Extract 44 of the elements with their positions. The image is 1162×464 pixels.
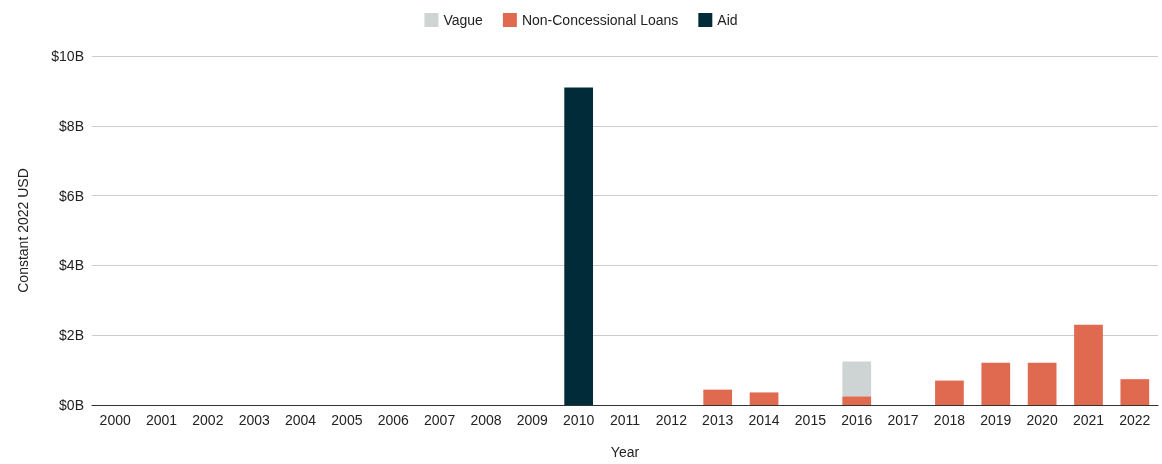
y-axis-title: Constant 2022 USD [15, 168, 31, 293]
y-tick-label: $4B [59, 257, 84, 274]
x-tick-label: 2016 [841, 412, 873, 428]
x-tick-label: 2013 [702, 412, 734, 428]
x-tick-label: 2006 [377, 412, 410, 428]
x-tick-label: 2019 [980, 412, 1012, 428]
bar [703, 389, 733, 405]
legend-label: Non-Concessional Loans [521, 12, 679, 28]
bar [564, 87, 594, 405]
x-tick-label: 2000 [99, 412, 131, 428]
x-tick-label: 2014 [748, 412, 780, 428]
bar [1074, 324, 1103, 405]
x-tick-label: 2021 [1072, 412, 1105, 428]
x-tick-label: 2017 [887, 412, 919, 428]
x-tick-label: 2008 [470, 412, 502, 428]
bar [842, 396, 872, 405]
bar [981, 362, 1011, 405]
y-tick-label: $8B [59, 117, 84, 134]
bar [1027, 362, 1057, 405]
bar [1120, 379, 1150, 405]
bar [842, 361, 872, 397]
y-tick-label: $10B [51, 48, 84, 64]
y-tick-label: $2B [59, 327, 84, 344]
legend-label: Aid [717, 12, 738, 28]
legend-label: Vague [443, 12, 484, 28]
x-tick-label: 2009 [516, 412, 549, 428]
x-tick-label: 2018 [933, 412, 966, 428]
y-tick-label: $6B [59, 187, 84, 204]
bar [749, 392, 779, 405]
x-tick-label: 2022 [1119, 412, 1151, 428]
x-tick-label: 2010 [563, 412, 595, 428]
x-axis-title: Year [610, 444, 640, 460]
x-tick-label: 2004 [284, 412, 317, 428]
bar [935, 380, 964, 405]
x-tick-label: 2001 [145, 412, 178, 428]
x-tick-label: 2020 [1026, 412, 1058, 428]
x-tick-label: 2003 [238, 412, 270, 428]
x-tick-label: 2002 [192, 412, 224, 428]
x-tick-label: 2007 [424, 412, 456, 428]
x-tick-label: 2005 [331, 412, 363, 428]
x-tick-label: 2015 [794, 412, 827, 428]
y-tick-label: $0B [59, 397, 84, 413]
x-tick-label: 2011 [609, 412, 641, 428]
x-tick-label: 2012 [655, 412, 688, 428]
